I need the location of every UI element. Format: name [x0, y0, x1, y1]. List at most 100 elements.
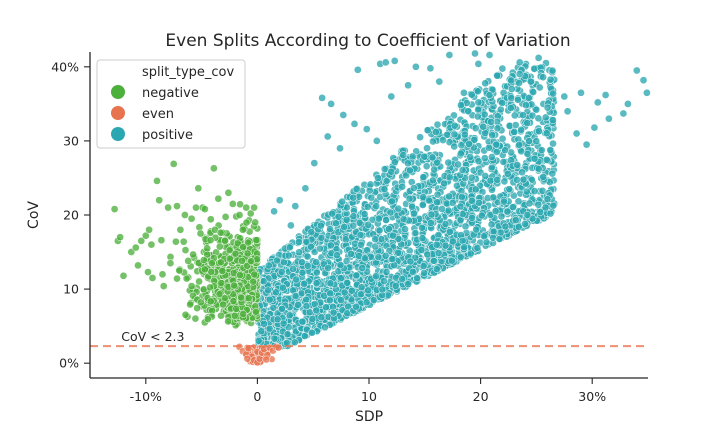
positive-point [519, 175, 528, 184]
negative-point [208, 259, 216, 268]
positive-point [361, 254, 369, 263]
positive-point [498, 99, 507, 107]
y-tick-label: 0% [59, 356, 79, 371]
negative-point [201, 205, 209, 213]
positive-point [364, 221, 373, 229]
positive-point [401, 225, 409, 234]
positive-point [543, 103, 552, 112]
positive-point [328, 209, 337, 218]
positive-point [386, 208, 395, 217]
positive-point [433, 120, 442, 129]
positive-point [380, 185, 389, 193]
positive-point [532, 137, 541, 146]
negative-point [173, 202, 181, 210]
positive-point [285, 311, 294, 320]
positive-point [431, 128, 440, 136]
positive-point [493, 175, 502, 184]
positive-point [530, 187, 539, 195]
negative-point [229, 297, 238, 305]
positive-point [387, 92, 396, 101]
positive-point [530, 64, 539, 73]
positive-point [439, 136, 447, 144]
positive-point [511, 121, 520, 129]
positive-point [514, 95, 522, 104]
positive-point [408, 152, 417, 161]
positive-point [278, 283, 287, 292]
positive-point [381, 58, 390, 67]
positive-point [546, 146, 555, 154]
positive-point [362, 298, 371, 307]
positive-point [464, 107, 473, 115]
positive-point [456, 202, 465, 211]
positive-point [593, 98, 602, 107]
positive-point [317, 313, 326, 322]
positive-point [513, 161, 522, 169]
positive-point [367, 193, 376, 202]
positive-point [521, 220, 529, 228]
positive-point [534, 164, 543, 173]
positive-point [461, 222, 470, 231]
positive-point [448, 256, 456, 265]
legend-label-positive: positive [142, 128, 193, 143]
positive-point [549, 116, 557, 125]
positive-point [423, 126, 432, 135]
positive-point [427, 210, 436, 219]
positive-point [522, 187, 531, 196]
positive-point [420, 152, 429, 161]
negative-point [173, 274, 181, 283]
positive-point [342, 215, 351, 224]
positive-point [394, 204, 403, 213]
positive-point [389, 231, 397, 240]
negative-point [238, 256, 246, 265]
positive-point [541, 203, 550, 212]
positive-point [312, 306, 321, 315]
negative-point [193, 304, 201, 312]
positive-point [445, 173, 454, 182]
positive-point [412, 62, 420, 71]
positive-point [291, 292, 300, 300]
positive-point [509, 203, 517, 212]
positive-point [321, 323, 329, 332]
positive-point [366, 180, 375, 189]
positive-point [426, 219, 435, 227]
positive-point [374, 253, 383, 261]
positive-point [290, 338, 299, 347]
positive-point [537, 146, 546, 154]
negative-point [194, 184, 203, 193]
positive-point [488, 163, 496, 172]
threshold-layer: CoV < 2.3 [90, 329, 648, 348]
negative-point [219, 300, 227, 309]
positive-point [317, 233, 326, 242]
chart-title: Even Splits According to Coefficient of … [165, 31, 570, 51]
negative-point [158, 270, 167, 279]
negative-point [239, 310, 248, 318]
positive-point [517, 126, 525, 134]
positive-point [480, 110, 489, 119]
x-ticks: -10% 0 10 20 30% [130, 378, 606, 404]
positive-point [518, 168, 526, 177]
negative-point [225, 254, 234, 263]
positive-point [548, 66, 557, 75]
negative-point [217, 311, 225, 320]
positive-point [511, 216, 520, 225]
positive-point [409, 184, 418, 192]
positive-point [498, 134, 507, 143]
positive-point [430, 256, 438, 265]
positive-point [356, 290, 365, 299]
positive-point [356, 231, 365, 239]
y-ticks: 0% 10 20 30 40% [51, 59, 90, 371]
positive-point [273, 315, 282, 324]
positive-point [310, 300, 319, 308]
positive-point [500, 197, 508, 206]
positive-point [504, 169, 512, 178]
positive-point [534, 54, 543, 62]
positive-point [468, 90, 476, 99]
negative-point [199, 256, 208, 264]
positive-point [302, 302, 311, 310]
positive-point [605, 114, 613, 123]
positive-point [491, 207, 500, 216]
positive-point [382, 216, 390, 224]
negative-point [172, 237, 180, 246]
positive-point [423, 250, 432, 259]
positive-point [549, 201, 558, 210]
